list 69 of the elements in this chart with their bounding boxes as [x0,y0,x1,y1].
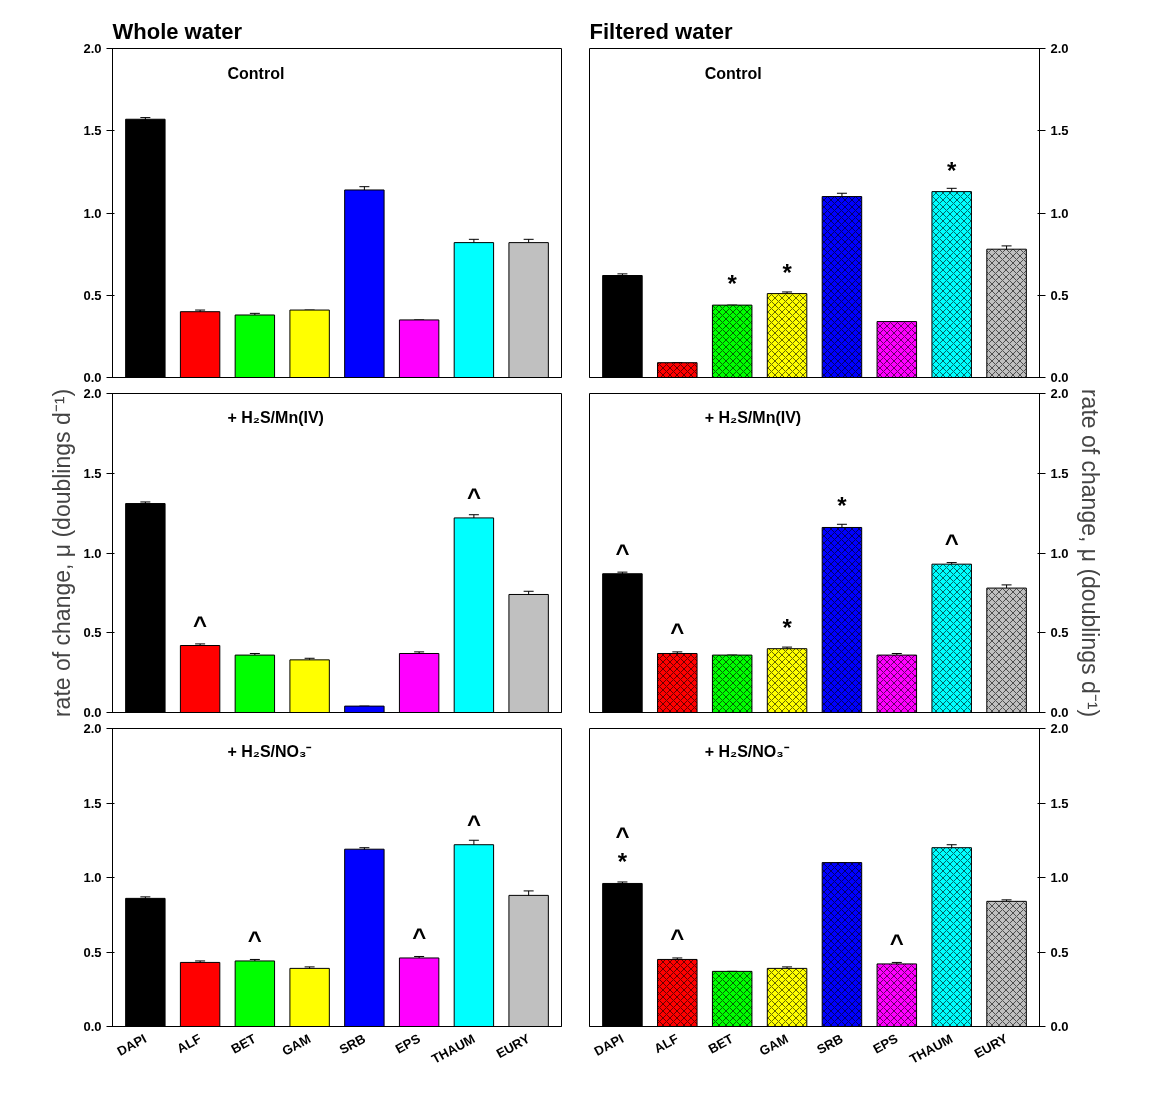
annotation: ^ [247,925,262,953]
x-tick-label: GAM [279,1030,314,1059]
y-tick-label: 0.5 [83,944,102,960]
y-tick-label: 0.5 [1050,287,1069,303]
y-tick-label: 1.5 [83,123,102,139]
x-tick-label: EPS [392,1030,424,1057]
annotation: + H₂S/Mn(IV) [704,409,802,427]
annotation: Control [704,64,762,82]
x-tick-label: SRB [814,1030,846,1058]
y-tick-label: 1.5 [1050,123,1069,139]
annotation: ^ [615,822,630,850]
x-tick-label: ALF [651,1030,681,1057]
annotation: ^ [670,618,685,646]
x-tick-label: DAPI [591,1030,627,1059]
annotation: * [617,848,628,876]
y-tick-label: 1.0 [83,205,102,221]
annotation: ^ [466,482,481,510]
y-tick-label: 0.5 [83,287,102,303]
y-tick-label: 0.0 [1050,1019,1069,1034]
x-tick-label: ALF [174,1030,204,1057]
annotation: * [837,492,848,520]
y-tick-label: 2.0 [1050,386,1069,401]
annotation: * [782,258,793,286]
annotation: ^ [944,529,959,557]
x-tick-label: GAM [756,1030,791,1059]
x-tick-label: SRB [336,1030,368,1058]
chart-title: Filtered water [589,18,733,44]
annotation: * [727,270,738,298]
y-tick-label: 1.5 [83,465,102,481]
x-tick-label: BET [705,1030,736,1057]
annotation: * [947,156,958,184]
annotation: * [782,613,793,641]
y-tick-label: 1.5 [1050,465,1069,481]
annotation: ^ [193,610,208,638]
y-tick-label: 1.5 [83,795,102,811]
y-tick-label: 2.0 [83,41,102,56]
y-tick-label: 1.0 [1050,545,1069,561]
y-tick-label: 1.5 [1050,795,1069,811]
y-tick-label: 0.5 [83,625,102,641]
y-tick-label: 0.0 [1050,705,1069,720]
y-tick-label: 1.0 [83,870,102,885]
y-tick-label: 2.0 [1050,721,1069,736]
y-tick-label: 2.0 [83,721,102,736]
x-tick-label: DAPI [114,1030,149,1059]
annotation: + H₂S/Mn(IV) [227,409,324,427]
x-tick-label: EPS [870,1030,901,1057]
y-tick-label: 1.0 [1050,205,1069,221]
x-tick-label: BET [228,1030,259,1057]
y-tick-label: 0.0 [83,705,102,720]
y-tick-label: 0.5 [1050,625,1069,641]
y-tick-label: 0.0 [83,370,102,385]
y-tick-label: 0.0 [1050,370,1069,385]
annotation: Control [227,64,285,82]
annotation: + H₂S/NO₃⁻ [227,743,313,761]
y-axis-title: rate of change, μ (doublings d⁻¹) [49,388,76,718]
annotation: ^ [466,809,481,837]
y-tick-label: 2.0 [1050,41,1069,56]
y-axis-title: rate of change, μ (doublings d⁻¹) [1076,388,1103,718]
chart-title: Whole water [112,18,243,44]
y-tick-label: 0.0 [83,1019,102,1034]
y-tick-label: 0.5 [1050,944,1069,960]
annotation: ^ [670,924,685,952]
annotation: ^ [412,922,427,950]
annotation: ^ [889,928,904,956]
annotation: ^ [615,538,630,566]
y-tick-label: 1.0 [1050,870,1069,885]
y-tick-label: 2.0 [83,386,102,401]
annotation: + H₂S/NO₃⁻ [704,743,790,761]
y-tick-label: 1.0 [83,545,102,561]
